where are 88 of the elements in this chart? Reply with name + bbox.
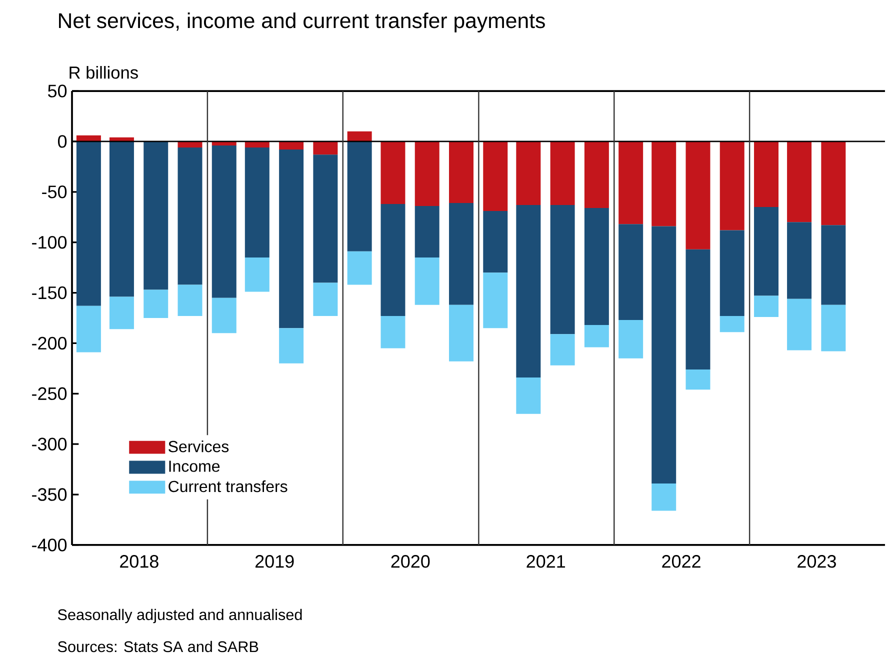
bar <box>550 205 575 334</box>
bar <box>821 141 846 226</box>
bar <box>449 304 474 362</box>
bar <box>584 141 609 208</box>
bar <box>347 131 372 142</box>
x-tick-label: 2020 <box>391 555 430 568</box>
y-axis-title: R billions <box>70 66 138 79</box>
bar <box>279 141 304 150</box>
bar <box>244 148 270 258</box>
bar <box>279 150 304 328</box>
bar <box>244 141 270 148</box>
bar <box>212 298 236 334</box>
bar <box>76 306 101 352</box>
bar <box>618 320 644 358</box>
bar <box>212 145 236 298</box>
x-tick-label: 2021 <box>526 555 565 568</box>
bar <box>720 230 744 316</box>
bar <box>279 328 304 364</box>
bar <box>821 304 846 352</box>
bar <box>516 378 541 414</box>
bar <box>550 334 575 366</box>
bar <box>380 316 406 348</box>
bar <box>584 208 609 326</box>
chart-title: Net services, income and current transfer payments <box>59 12 545 32</box>
bar <box>144 290 168 318</box>
bar <box>380 141 406 204</box>
bar <box>652 483 676 511</box>
bar <box>754 207 779 296</box>
bar <box>483 272 508 328</box>
bar <box>618 224 644 320</box>
y-tick-label: 50 <box>48 84 67 98</box>
bar <box>347 141 372 252</box>
bar <box>787 298 812 350</box>
y-tick-label: -50 <box>42 186 67 198</box>
legend-label: Current transfers <box>168 480 288 492</box>
bar <box>76 141 101 306</box>
y-tick-label: -400 <box>32 538 67 552</box>
bar <box>787 222 812 299</box>
bar <box>686 369 710 390</box>
bar <box>109 296 134 330</box>
legend-label: Income <box>169 460 220 472</box>
bar <box>144 141 168 290</box>
bar <box>686 141 710 250</box>
x-tick-label: 2019 <box>255 555 294 568</box>
bar <box>821 225 846 305</box>
bar <box>550 141 575 206</box>
bar <box>109 141 134 297</box>
bar <box>652 226 676 484</box>
bar <box>754 296 779 317</box>
bar <box>618 141 644 224</box>
bar <box>686 249 710 370</box>
bar <box>516 205 541 378</box>
source-note: Sources: Stats SA and SARB <box>58 640 258 652</box>
y-tick-label: -250 <box>32 387 67 400</box>
bar <box>720 141 744 230</box>
bar <box>313 282 338 316</box>
bar <box>584 325 609 348</box>
bar <box>516 141 541 206</box>
bar <box>787 141 812 222</box>
bar <box>178 148 202 285</box>
x-tick-label: 2023 <box>798 555 836 568</box>
y-tick-label: -100 <box>32 236 67 249</box>
x-tick-label: 2018 <box>120 555 158 568</box>
x-tick-label: 2022 <box>662 555 700 568</box>
y-tick-label: -200 <box>32 336 67 350</box>
bar <box>483 141 508 212</box>
text: Seasonally adjusted and annualised <box>58 608 302 624</box>
bar <box>449 202 474 305</box>
bar <box>652 141 676 226</box>
bar <box>76 135 101 142</box>
y-tick-label: -350 <box>32 488 67 501</box>
bar <box>449 141 474 203</box>
bar <box>244 257 270 292</box>
bar <box>380 204 406 316</box>
y-tick-label: -150 <box>32 286 67 300</box>
bar <box>414 206 440 258</box>
bar <box>754 141 779 208</box>
bar <box>347 251 372 285</box>
bar <box>483 211 508 273</box>
bar <box>313 141 338 155</box>
bar <box>313 154 338 283</box>
bar <box>414 257 440 305</box>
bar <box>720 316 744 332</box>
bar <box>414 141 440 206</box>
bar <box>178 284 202 316</box>
y-tick-label: 0 <box>58 135 67 148</box>
legend-label: Services <box>168 440 229 452</box>
y-tick-label: -300 <box>32 438 67 450</box>
